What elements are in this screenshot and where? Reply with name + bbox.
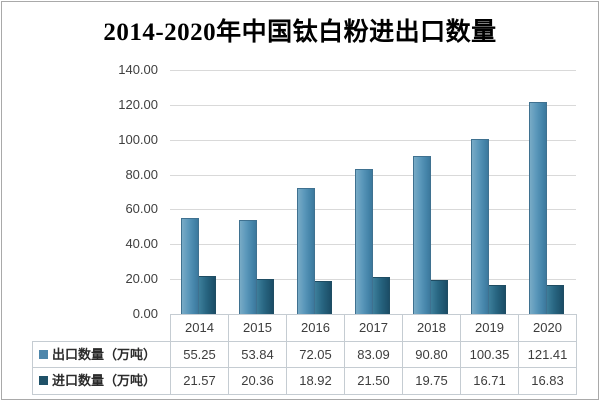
table-header-year: 2018 xyxy=(402,314,461,342)
bar-import xyxy=(430,279,448,314)
table-value-cell: 20.36 xyxy=(228,367,287,395)
bar-import xyxy=(488,284,506,314)
table-value-cell: 72.05 xyxy=(286,340,345,368)
bar-export xyxy=(297,188,315,314)
table-value-cell: 100.35 xyxy=(460,340,519,368)
table-value-cell: 90.80 xyxy=(402,340,461,368)
bar-import xyxy=(198,276,216,314)
gridline xyxy=(170,70,576,71)
table-value-cell: 19.75 xyxy=(402,367,461,395)
bar-import xyxy=(314,281,332,314)
chart-title: 2014-2020年中国钛白粉进出口数量 xyxy=(103,19,497,46)
table-header-year: 2016 xyxy=(286,314,345,342)
gridline xyxy=(170,139,576,141)
table-value-cell: 21.57 xyxy=(170,367,229,395)
y-axis-tick-label: 140.00 xyxy=(118,62,158,77)
bar-export xyxy=(355,169,373,314)
table-header-year: 2019 xyxy=(460,314,519,342)
table-value-cell: 21.50 xyxy=(344,367,403,395)
table-value-cell: 16.71 xyxy=(460,367,519,395)
table-value-cell: 83.09 xyxy=(344,340,403,368)
y-axis-tick-label: 0.00 xyxy=(132,306,158,321)
bar-export xyxy=(413,155,431,314)
y-axis-tick-label: 40.00 xyxy=(125,236,158,252)
table-value-cell: 121.41 xyxy=(518,340,577,368)
gridline xyxy=(170,104,576,106)
legend-marker-import xyxy=(39,376,48,386)
bar-export xyxy=(239,220,257,314)
gridline xyxy=(170,244,576,246)
legend-label: 出口数量（万吨） xyxy=(52,346,157,362)
bar-import xyxy=(546,284,564,314)
table-header-year: 2014 xyxy=(170,314,229,342)
y-axis-tick-label: 80.00 xyxy=(125,166,158,182)
gridline xyxy=(170,209,576,211)
y-axis-tick-label: 120.00 xyxy=(118,96,158,112)
table-value-cell: 55.25 xyxy=(170,340,229,368)
legend-marker-export xyxy=(39,349,48,359)
table-header-year: 2017 xyxy=(344,314,403,342)
y-axis-tick-label: 60.00 xyxy=(125,201,158,217)
table-value-cell: 16.83 xyxy=(518,367,577,395)
y-axis-tick-label: 20.00 xyxy=(125,271,158,287)
legend-cell: 进口数量（万吨） xyxy=(32,367,171,395)
bar-export xyxy=(471,139,489,314)
gridline xyxy=(170,174,576,176)
table-header-year: 2020 xyxy=(518,314,577,342)
bar-export xyxy=(181,217,199,314)
table-value-cell: 53.84 xyxy=(228,340,287,368)
bar-import xyxy=(372,276,390,314)
legend-label: 进口数量（万吨） xyxy=(52,373,157,389)
bar-import xyxy=(256,278,274,314)
table-value-cell: 18.92 xyxy=(286,367,345,395)
table-header-year: 2015 xyxy=(228,314,287,342)
legend-cell: 出口数量（万吨） xyxy=(32,340,171,368)
y-axis-tick-label: 100.00 xyxy=(118,131,158,147)
bar-export xyxy=(529,102,547,314)
